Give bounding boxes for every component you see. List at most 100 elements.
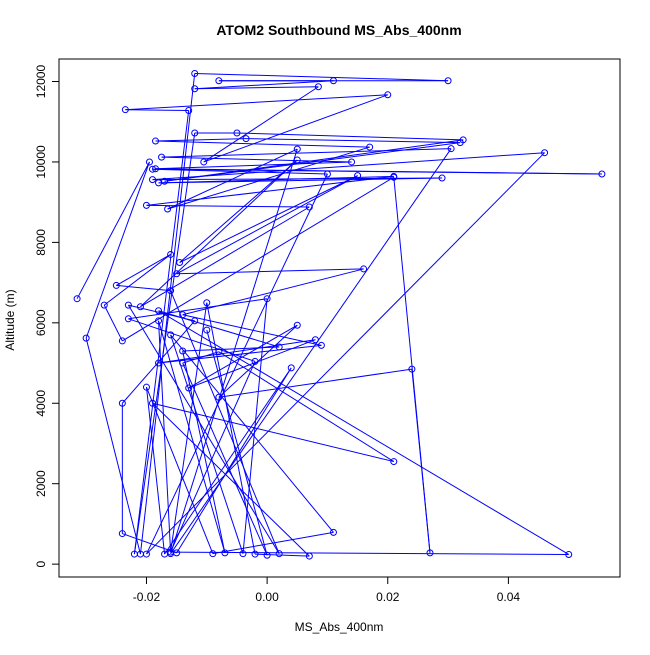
series-segment bbox=[194, 86, 319, 90]
series-segment bbox=[158, 310, 280, 348]
y-tick-label: 10000 bbox=[34, 145, 48, 179]
series-segment bbox=[179, 159, 298, 263]
series-segment bbox=[170, 290, 280, 554]
data-point bbox=[145, 158, 153, 166]
data-point bbox=[200, 158, 208, 166]
data-point bbox=[384, 91, 392, 99]
series-segment bbox=[127, 304, 280, 554]
chart-title: ATOM2 Southbound MS_Abs_400nm bbox=[216, 22, 461, 38]
data-point bbox=[185, 106, 193, 114]
data-point bbox=[314, 83, 322, 91]
x-axis-label: MS_Abs_400nm bbox=[295, 620, 384, 634]
data-point bbox=[366, 143, 374, 151]
y-tick-label: 6000 bbox=[34, 309, 48, 336]
data-point bbox=[203, 326, 211, 334]
series-segment bbox=[176, 175, 358, 275]
data-point bbox=[124, 301, 132, 309]
series-segment bbox=[145, 387, 166, 555]
data-point bbox=[82, 334, 90, 342]
series-segment bbox=[103, 304, 123, 342]
series-segment bbox=[393, 177, 431, 553]
data-point bbox=[305, 552, 313, 560]
x-tick-label: 0.04 bbox=[497, 590, 521, 604]
data-point bbox=[164, 205, 172, 213]
data-point bbox=[408, 365, 416, 373]
data-point bbox=[118, 399, 126, 407]
x-tick-label: -0.02 bbox=[133, 590, 161, 604]
series-segment bbox=[152, 402, 310, 557]
series-segment bbox=[146, 173, 328, 555]
data-point bbox=[221, 549, 229, 557]
data-point bbox=[167, 548, 175, 556]
x-axis: -0.02 0.00 0.02 0.04 bbox=[133, 576, 521, 604]
data-point bbox=[329, 77, 337, 85]
series-segment bbox=[152, 402, 394, 463]
y-tick-label: 8000 bbox=[34, 229, 48, 256]
y-tick-label: 12000 bbox=[34, 65, 48, 99]
series-segment bbox=[125, 109, 189, 111]
data-point bbox=[242, 135, 250, 143]
data-point bbox=[293, 156, 301, 164]
data-point bbox=[179, 359, 187, 367]
series-segment bbox=[182, 314, 322, 346]
data-point bbox=[167, 287, 175, 295]
series-segment bbox=[158, 344, 322, 364]
series-segment bbox=[182, 268, 364, 316]
data-point bbox=[251, 357, 259, 365]
series-segment bbox=[203, 94, 388, 163]
data-point bbox=[185, 384, 193, 392]
series-segment bbox=[121, 320, 196, 404]
series-segment bbox=[158, 310, 569, 555]
y-axis: 0 2000 4000 6000 8000 10000 12000 bbox=[34, 65, 60, 567]
data-point bbox=[152, 165, 160, 173]
data-point bbox=[155, 307, 163, 315]
data-point bbox=[215, 348, 223, 356]
series-segment bbox=[206, 302, 256, 555]
data-point bbox=[263, 551, 271, 559]
series-segment bbox=[85, 337, 141, 555]
series-segment bbox=[158, 320, 172, 553]
data-point bbox=[179, 311, 187, 319]
data-point bbox=[118, 337, 126, 345]
data-point bbox=[136, 303, 144, 311]
data-point bbox=[275, 343, 283, 351]
series-segment bbox=[76, 161, 150, 299]
series-segment bbox=[212, 531, 334, 555]
data-point bbox=[121, 106, 129, 114]
data-point bbox=[173, 270, 181, 278]
series-segment bbox=[146, 175, 394, 206]
series-segment bbox=[188, 339, 316, 389]
data-point bbox=[293, 145, 301, 153]
data-point bbox=[167, 250, 175, 258]
data-point bbox=[426, 549, 434, 557]
data-point bbox=[142, 550, 150, 558]
series-segment bbox=[140, 159, 298, 308]
data-point bbox=[541, 149, 549, 157]
data-point bbox=[323, 170, 331, 178]
data-point bbox=[124, 315, 132, 323]
data-point bbox=[251, 550, 259, 558]
series-segment bbox=[155, 161, 352, 170]
series-segment bbox=[182, 346, 280, 352]
series-segment bbox=[170, 148, 452, 554]
data-point bbox=[155, 179, 163, 187]
data-point bbox=[209, 550, 217, 558]
data-point bbox=[293, 321, 301, 329]
data-point bbox=[456, 139, 464, 147]
series-segment bbox=[128, 318, 256, 362]
data-point bbox=[390, 173, 398, 181]
data-point bbox=[130, 550, 138, 558]
data-point bbox=[263, 295, 271, 303]
series-segment bbox=[206, 329, 268, 556]
series-segment bbox=[152, 168, 328, 175]
series-segment bbox=[158, 320, 226, 554]
data-point bbox=[239, 550, 247, 558]
series-segment bbox=[116, 284, 171, 292]
data-point bbox=[191, 129, 199, 137]
data-point bbox=[447, 145, 455, 153]
series-segment bbox=[146, 152, 545, 555]
data-point bbox=[287, 364, 295, 372]
data-point bbox=[118, 530, 126, 538]
y-tick-label: 0 bbox=[34, 560, 48, 567]
